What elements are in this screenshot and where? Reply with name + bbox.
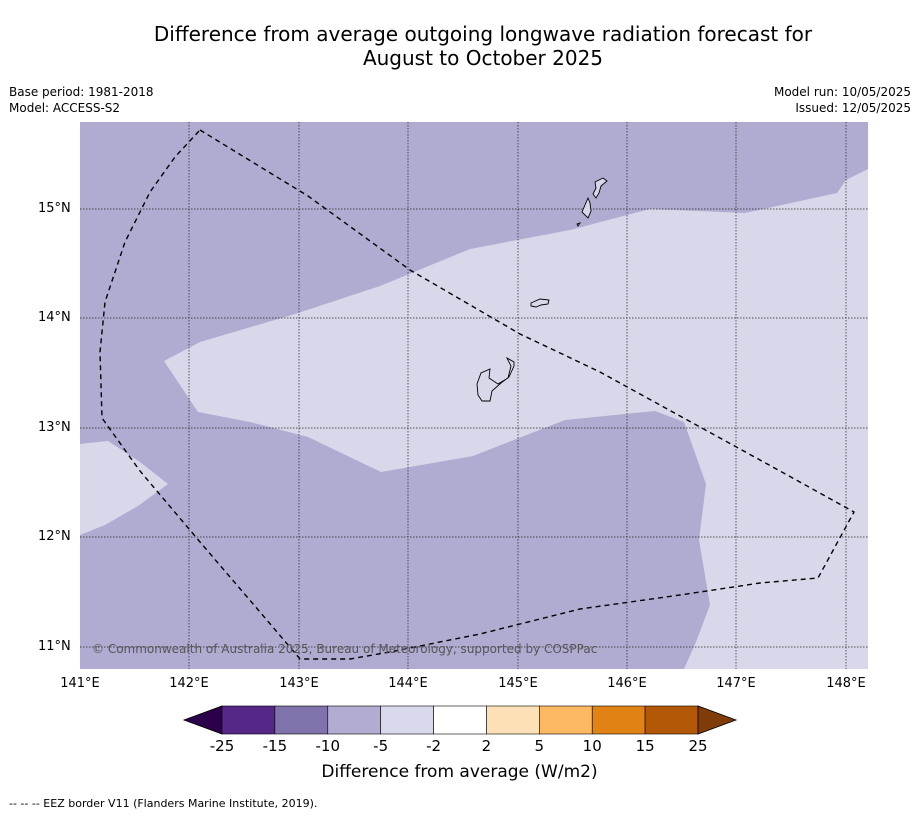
title-line-1: Difference from average outgoing longwav…	[153, 22, 813, 46]
tinian-island	[581, 196, 592, 219]
guam-island	[476, 356, 515, 402]
lon-label-147e: 147°E	[716, 676, 756, 691]
colorbar-arrow-high	[697, 705, 738, 735]
colorbar-tick-label: -25	[209, 737, 235, 755]
meta-right: Model run: 10/05/2025 Issued: 12/05/2025	[774, 84, 911, 116]
colorbar-segment	[380, 705, 434, 735]
meta-left: Base period: 1981-2018 Model: ACCESS-S2	[9, 84, 154, 116]
colorbar-segment	[327, 705, 381, 735]
lon-label-142e: 142°E	[169, 676, 209, 691]
eez-legend-note: -- -- -- EEZ border V11 (Flanders Marine…	[9, 797, 318, 810]
colorbar-tick-label: -15	[262, 737, 288, 755]
eez-border	[99, 129, 855, 660]
colorbar	[182, 705, 738, 735]
lat-label-15n: 15°N	[38, 201, 71, 216]
lat-label-12n: 12°N	[38, 529, 71, 544]
lat-label-11n: 11°N	[38, 639, 71, 654]
lon-label-141e: 141°E	[60, 676, 100, 691]
colorbar-label: Difference from average (W/m2)	[321, 762, 598, 782]
lon-label-146e: 146°E	[607, 676, 647, 691]
lat-label-14n: 14°N	[38, 310, 71, 325]
title-line-2: August to October 2025	[362, 46, 604, 70]
anomaly-fill-light-main	[164, 169, 868, 669]
model-run: Model run: 10/05/2025	[773, 85, 911, 99]
islands	[476, 177, 608, 402]
colorbar-tick-label: -2	[426, 737, 442, 755]
saipan-island	[592, 177, 608, 199]
colorbar-segment	[221, 705, 276, 735]
lat-label-13n: 13°N	[38, 420, 71, 435]
issued-date: Issued: 12/05/2025	[795, 101, 911, 115]
rota-island	[530, 298, 550, 308]
aguijan-islet	[576, 222, 582, 227]
anomaly-fill-light-west	[80, 441, 168, 535]
colorbar-segment	[539, 705, 593, 735]
copyright-notice: © Commonwealth of Australia 2025, Bureau…	[92, 642, 597, 656]
colorbar-segment	[591, 705, 646, 735]
colorbar-segment	[486, 705, 540, 735]
colorbar-tick-label: 25	[688, 737, 708, 755]
map-panel[interactable]: © Commonwealth of Australia 2025, Bureau…	[80, 122, 868, 669]
colorbar-segment	[274, 705, 329, 735]
colorbar-tick-label: -5	[373, 737, 389, 755]
graticule	[80, 122, 868, 669]
lon-label-148e: 148°E	[826, 676, 866, 691]
colorbar-tick-label: 2	[481, 737, 492, 755]
base-period: Base period: 1981-2018	[9, 85, 154, 99]
colorbar-tick-label: 5	[534, 737, 545, 755]
colorbar-arrow-low	[182, 705, 223, 735]
lon-label-144e: 144°E	[388, 676, 428, 691]
lon-label-143e: 143°E	[279, 676, 319, 691]
lon-label-145e: 145°E	[498, 676, 538, 691]
colorbar-segment	[644, 705, 699, 735]
chart-title: Difference from average outgoing longwav…	[0, 22, 919, 70]
colorbar-tick-label: 10	[582, 737, 602, 755]
model-name: Model: ACCESS-S2	[9, 101, 121, 115]
colorbar-tick-label: -10	[315, 737, 341, 755]
colorbar-tick-label: 15	[635, 737, 655, 755]
colorbar-segment	[433, 705, 487, 735]
